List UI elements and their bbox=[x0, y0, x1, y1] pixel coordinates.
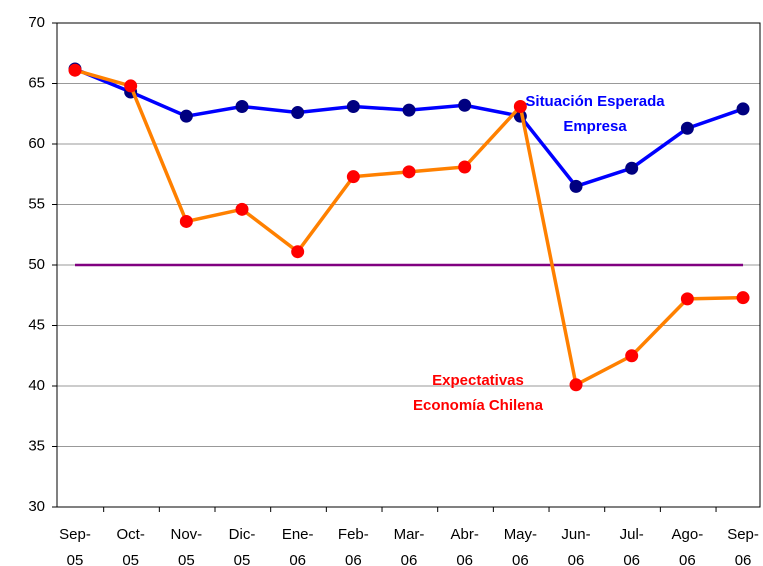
marker bbox=[402, 165, 416, 179]
marker bbox=[625, 349, 639, 363]
annotation: Expectativas bbox=[432, 372, 524, 389]
marker bbox=[179, 214, 193, 228]
marker bbox=[346, 99, 360, 113]
x-tick-label: Jul-06 bbox=[620, 526, 644, 566]
annotation: Economía Chilena bbox=[413, 397, 544, 414]
x-tick-label: Ago-06 bbox=[672, 526, 704, 566]
marker bbox=[569, 179, 583, 193]
x-tick-label: Sep-05 bbox=[59, 526, 91, 566]
marker bbox=[346, 170, 360, 184]
marker bbox=[458, 160, 472, 174]
marker bbox=[736, 102, 750, 116]
x-tick-label: Feb-06 bbox=[338, 526, 369, 566]
y-tick-label: 50 bbox=[28, 256, 45, 273]
annotation: Situación Esperada bbox=[525, 93, 665, 110]
marker bbox=[124, 79, 138, 93]
marker bbox=[235, 99, 249, 113]
marker bbox=[179, 109, 193, 123]
x-tick-label: Oct-05 bbox=[116, 526, 144, 566]
y-tick-label: 70 bbox=[28, 14, 45, 31]
x-tick-label: Abr-06 bbox=[451, 526, 479, 566]
marker bbox=[625, 161, 639, 175]
marker bbox=[291, 106, 305, 120]
marker bbox=[569, 378, 583, 392]
annotation: Empresa bbox=[563, 118, 627, 135]
marker bbox=[680, 292, 694, 306]
x-tick-label: Dic-05 bbox=[229, 526, 256, 566]
series-line bbox=[74, 68, 744, 388]
marker bbox=[402, 103, 416, 117]
y-tick-label: 60 bbox=[28, 135, 45, 152]
x-tick-label: Nov-05 bbox=[171, 526, 203, 566]
x-tick-label: Ene-06 bbox=[282, 526, 314, 566]
y-tick-label: 55 bbox=[28, 195, 45, 212]
x-tick-label: Jun-06 bbox=[561, 526, 590, 566]
marker bbox=[458, 98, 472, 112]
x-tick-label: Sep-06 bbox=[727, 526, 759, 566]
x-tick-label: Mar-06 bbox=[394, 526, 425, 566]
marker bbox=[736, 291, 750, 305]
y-tick-label: 65 bbox=[28, 74, 45, 91]
marker bbox=[680, 121, 694, 135]
y-tick-label: 30 bbox=[28, 498, 45, 515]
marker bbox=[513, 99, 527, 113]
marker bbox=[68, 63, 82, 77]
y-tick-label: 45 bbox=[28, 316, 45, 333]
x-tick-label: May-06 bbox=[504, 526, 537, 566]
y-tick-label: 40 bbox=[28, 377, 45, 394]
plot-area bbox=[56, 22, 761, 508]
y-tick-label: 35 bbox=[28, 437, 45, 454]
marker bbox=[235, 202, 249, 216]
marker bbox=[291, 245, 305, 259]
